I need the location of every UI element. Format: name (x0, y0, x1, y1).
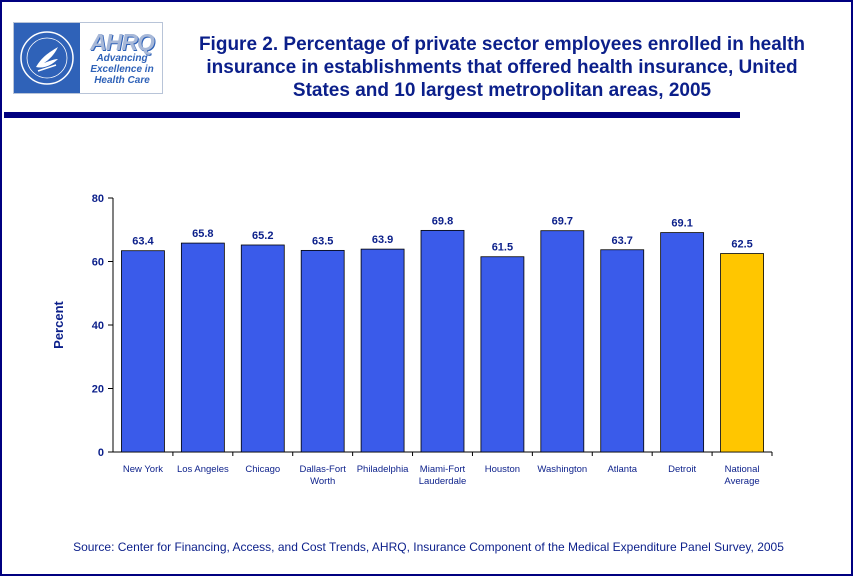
data-label: 63.9 (372, 234, 393, 246)
y-tick-label: 60 (92, 257, 104, 269)
logo-wordmark: AHRQ (90, 28, 155, 55)
bar (360, 248, 405, 453)
data-label: 63.4 (132, 236, 154, 248)
data-label: 63.5 (312, 235, 333, 247)
logo-tagline-line-1: Advancing (96, 52, 148, 64)
bar (121, 250, 165, 453)
bar (720, 253, 764, 453)
data-label: 63.7 (612, 235, 633, 247)
bar (540, 230, 585, 453)
ahrq-logo: AHRQ Advancing Excellence in Health Care (13, 22, 163, 94)
y-axis-title: Percent (51, 300, 66, 348)
x-tick-label: Los Angeles (177, 464, 229, 475)
x-tick-label: Lauderdale (419, 476, 467, 487)
bar (480, 256, 525, 453)
bar (300, 249, 345, 453)
y-tick-label: 80 (92, 193, 104, 205)
figure-title: Figure 2. Percentage of private sector e… (198, 34, 806, 101)
data-label: 69.8 (432, 215, 453, 227)
source-note: Source: Center for Financing, Access, an… (73, 540, 784, 554)
bar (240, 244, 285, 453)
x-tick-label: Worth (310, 476, 335, 487)
bar (180, 242, 225, 453)
y-tick-label: 0 (98, 447, 104, 459)
x-tick-label: Houston (485, 464, 520, 475)
x-tick-label: Average (724, 476, 759, 487)
x-tick-label: Miami-Fort (420, 464, 466, 475)
y-tick-label: 20 (92, 384, 104, 396)
data-label: 65.2 (252, 230, 273, 242)
x-tick-label: Detroit (668, 464, 696, 475)
bar (660, 232, 705, 453)
data-label: 69.7 (552, 216, 573, 228)
logo-tagline-line-3: Health Care (94, 74, 150, 86)
logo-tagline-line-2: Excellence in (90, 63, 154, 75)
data-label: 61.5 (492, 242, 513, 254)
x-tick-label: Philadelphia (357, 464, 409, 475)
data-label: 62.5 (731, 239, 752, 251)
x-tick-label: National (725, 464, 760, 475)
x-tick-label: Dallas-Fort (299, 464, 346, 475)
title-divider (4, 112, 740, 118)
y-tick-label: 40 (92, 320, 104, 332)
hhs-seal-icon (14, 23, 80, 93)
x-tick-label: Atlanta (607, 464, 637, 475)
data-label: 69.1 (671, 218, 692, 230)
x-tick-label: Washington (537, 464, 587, 475)
x-tick-label: Chicago (245, 464, 280, 475)
x-tick-label: New York (123, 464, 163, 475)
bar (600, 249, 645, 453)
bar (420, 229, 465, 453)
data-label: 65.8 (192, 228, 213, 240)
